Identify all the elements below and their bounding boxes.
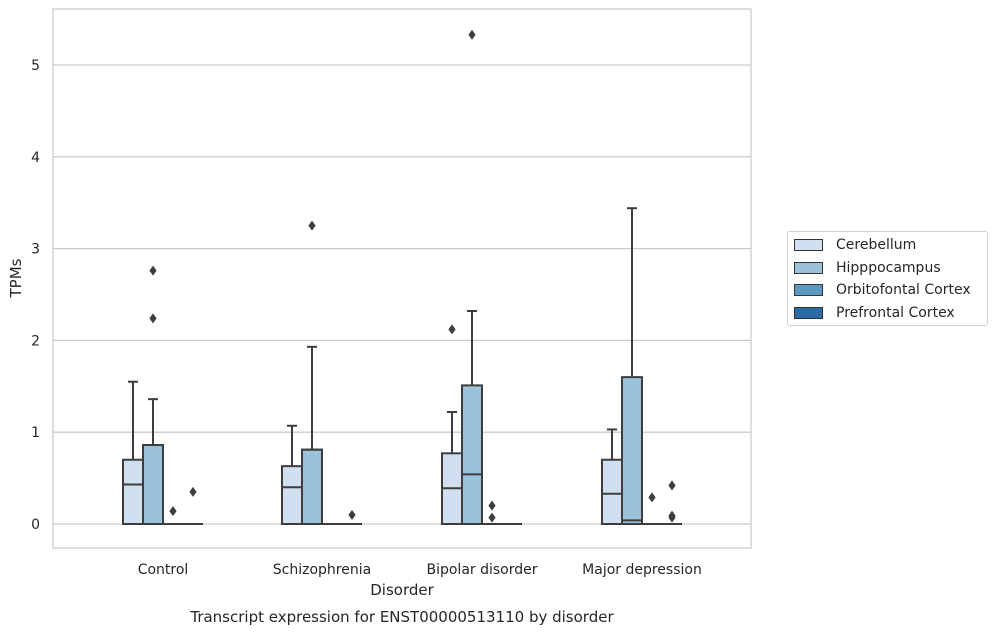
box	[461, 384, 483, 525]
y-tick-label: 2	[31, 333, 40, 349]
outlier-point	[149, 313, 157, 324]
legend-label-prefrontal-cortex: Prefrontal Cortex	[836, 305, 955, 321]
outlier-point	[488, 500, 496, 511]
chart-title: Transcript expression for ENST0000051311…	[189, 608, 614, 626]
legend-item-prefrontal-cortex: Prefrontal Cortex	[794, 302, 955, 324]
outlier-point	[448, 324, 456, 335]
y-tick-label: 0	[31, 517, 40, 533]
series-prefrontal-cortex	[183, 480, 682, 525]
legend-item-cerebellum: Cerebellum	[794, 234, 916, 256]
series-cerebellum	[122, 324, 623, 525]
outlier-point	[169, 506, 177, 517]
x-tick-label-schizophrenia: Schizophrenia	[273, 562, 371, 578]
y-axis-label: TPMs	[7, 258, 25, 298]
x-axis-label: Disorder	[370, 581, 434, 599]
series-orbitofontal-cortex	[163, 492, 662, 525]
outlier-point	[668, 510, 676, 521]
box	[122, 458, 144, 525]
outlier-point	[668, 480, 676, 491]
box	[142, 444, 164, 525]
legend-item-orbitofontal-cortex: Orbitofontal Cortex	[794, 279, 971, 301]
legend-swatch-hipppocampus	[794, 262, 823, 274]
outlier-point	[488, 512, 496, 523]
legend-swatch-prefrontal-cortex	[794, 307, 823, 319]
outlier-point	[648, 492, 656, 503]
box	[281, 465, 303, 525]
legend-label-orbitofontal-cortex: Orbitofontal Cortex	[836, 282, 971, 298]
box	[601, 458, 623, 525]
x-tick-label-bipolar-disorder: Bipolar disorder	[426, 562, 537, 578]
legend: Cerebellum Hipppocampus Orbitofontal Cor…	[787, 231, 988, 326]
outlier-point	[348, 509, 356, 520]
legend-label-hipppocampus: Hipppocampus	[836, 260, 941, 276]
box	[621, 376, 643, 525]
x-tick-label-major-depression: Major depression	[582, 562, 702, 578]
series-hipppocampus	[142, 29, 643, 525]
outlier-point	[189, 486, 197, 497]
outlier-point	[308, 220, 316, 231]
legend-swatch-cerebellum	[794, 239, 823, 251]
outlier-point	[149, 265, 157, 276]
box	[301, 448, 323, 525]
legend-swatch-orbitofontal-cortex	[794, 284, 823, 296]
y-tick-label: 4	[31, 150, 40, 166]
y-tick-label: 1	[31, 425, 40, 441]
y-tick-label: 5	[31, 58, 40, 74]
plot-frame	[52, 8, 752, 549]
legend-label-cerebellum: Cerebellum	[836, 237, 917, 253]
legend-item-hipppocampus: Hipppocampus	[794, 257, 941, 279]
y-tick-label: 3	[31, 242, 40, 258]
outlier-point	[468, 29, 476, 40]
x-tick-label-control: Control	[138, 562, 189, 578]
